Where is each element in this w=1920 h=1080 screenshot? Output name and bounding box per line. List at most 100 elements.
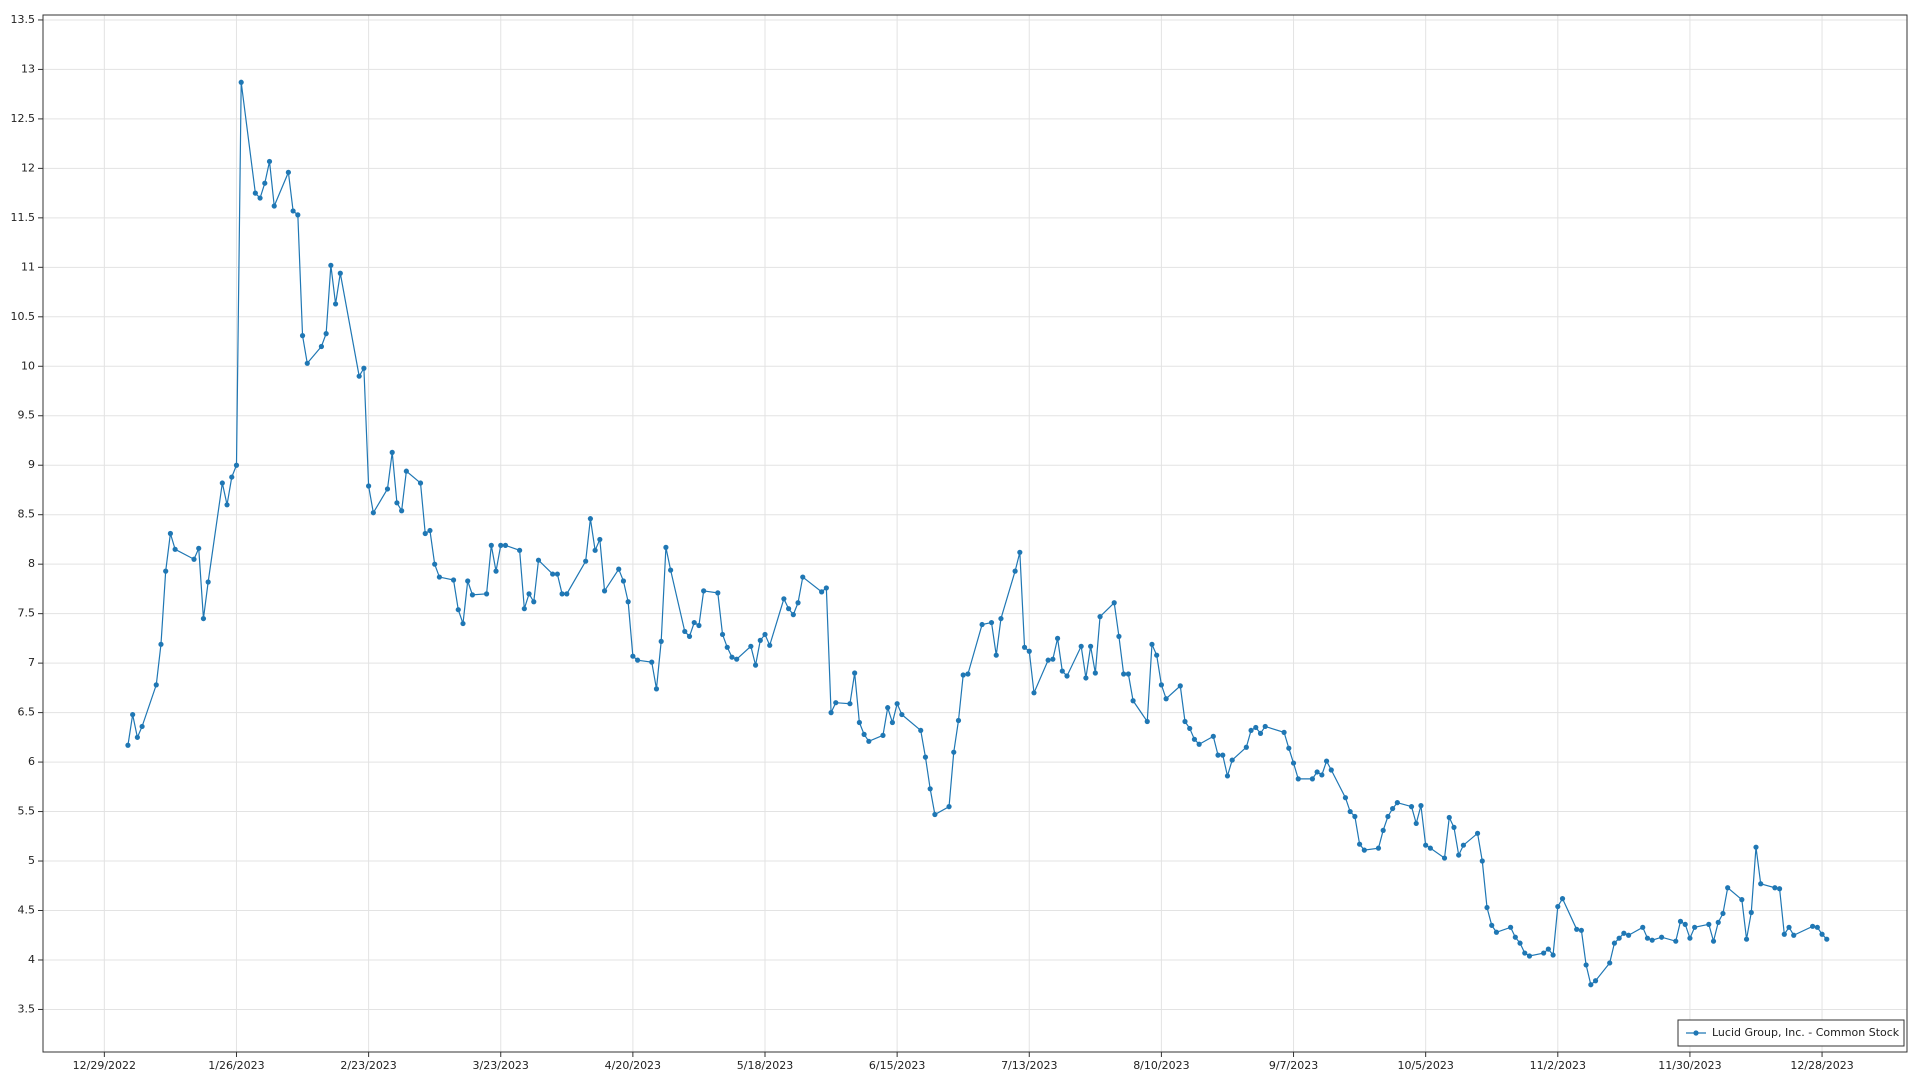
data-point	[328, 262, 334, 268]
data-point	[1474, 830, 1481, 836]
data-point	[833, 700, 839, 706]
y-tick-label: 11	[21, 260, 35, 273]
data-point	[483, 591, 490, 597]
data-point	[880, 732, 886, 738]
data-point	[960, 672, 966, 678]
data-point	[1092, 670, 1098, 676]
data-point	[1555, 903, 1561, 910]
data-point	[1309, 776, 1316, 782]
data-point	[384, 486, 391, 492]
data-point	[153, 682, 159, 688]
data-point	[1290, 760, 1297, 766]
data-point	[257, 195, 263, 201]
data-point	[1559, 896, 1566, 902]
y-tick-label: 10.5	[11, 310, 36, 323]
data-point	[526, 591, 532, 597]
data-point	[856, 719, 862, 726]
legend-box	[1677, 1019, 1905, 1047]
data-point	[432, 561, 438, 567]
data-point	[1725, 885, 1731, 891]
data-point	[781, 596, 787, 602]
data-point	[1739, 897, 1745, 903]
data-point	[988, 619, 995, 626]
data-point	[724, 644, 730, 650]
data-point	[767, 642, 773, 648]
y-tick-label: 8	[28, 557, 35, 570]
data-point	[163, 568, 169, 574]
data-point	[601, 588, 608, 594]
x-tick-label: 11/2/2023	[1530, 1059, 1586, 1072]
data-point	[1116, 633, 1122, 640]
x-tick-label: 2/23/2023	[340, 1059, 396, 1072]
data-point	[998, 615, 1004, 622]
data-point	[238, 79, 244, 85]
data-point	[686, 633, 693, 640]
data-point	[592, 547, 598, 553]
data-point	[1484, 904, 1490, 911]
data-point	[866, 738, 872, 744]
data-point	[1781, 931, 1787, 937]
data-point	[1644, 935, 1651, 941]
y-tick-label: 12	[21, 161, 35, 174]
data-point	[1262, 723, 1268, 730]
data-point	[658, 638, 664, 644]
y-tick-label: 12.5	[11, 112, 36, 125]
data-point	[620, 578, 627, 584]
data-point	[1144, 718, 1150, 725]
data-point	[1390, 805, 1396, 812]
data-point	[361, 365, 367, 371]
data-point	[701, 588, 707, 594]
data-point	[356, 373, 362, 379]
data-point	[1083, 675, 1089, 681]
data-point	[951, 749, 957, 755]
data-point	[436, 574, 442, 580]
data-point	[1163, 696, 1169, 702]
data-point	[158, 641, 164, 647]
data-point	[965, 671, 971, 677]
data-point	[653, 686, 660, 692]
data-point	[1149, 641, 1155, 647]
data-point	[625, 599, 631, 605]
data-point	[1621, 930, 1627, 936]
data-point	[1673, 938, 1679, 944]
data-point	[488, 542, 494, 548]
data-point	[1578, 927, 1584, 933]
data-point	[1182, 718, 1188, 725]
data-point	[1021, 644, 1028, 650]
data-point	[1810, 923, 1816, 929]
plot-frame	[42, 14, 1908, 1053]
data-point	[1451, 824, 1457, 830]
data-point	[564, 591, 570, 597]
data-point	[955, 717, 962, 724]
data-point	[422, 530, 428, 537]
data-point	[616, 566, 622, 572]
data-point	[1753, 844, 1759, 850]
y-tick-label: 6	[28, 755, 35, 768]
series-line	[127, 82, 1828, 986]
data-point	[1687, 935, 1693, 941]
data-point	[304, 360, 310, 366]
data-point	[1776, 886, 1783, 892]
data-point	[795, 600, 801, 606]
data-point	[1625, 932, 1632, 938]
data-point	[205, 579, 211, 585]
data-point	[1748, 909, 1754, 916]
data-point	[1078, 643, 1084, 649]
data-point	[1758, 881, 1764, 887]
data-point	[734, 656, 740, 662]
data-point	[1210, 733, 1216, 739]
data-point	[1248, 727, 1254, 734]
data-point	[634, 657, 641, 663]
data-point	[1111, 600, 1117, 606]
data-point	[1649, 937, 1655, 943]
y-tick-label: 9	[28, 458, 35, 471]
data-point	[1574, 926, 1580, 932]
data-point	[715, 590, 721, 596]
data-point	[1385, 813, 1391, 820]
data-point	[1522, 950, 1528, 956]
data-point	[823, 585, 829, 591]
data-point	[1446, 814, 1452, 821]
data-point	[465, 578, 471, 584]
data-point	[233, 462, 240, 468]
data-point	[729, 654, 735, 660]
